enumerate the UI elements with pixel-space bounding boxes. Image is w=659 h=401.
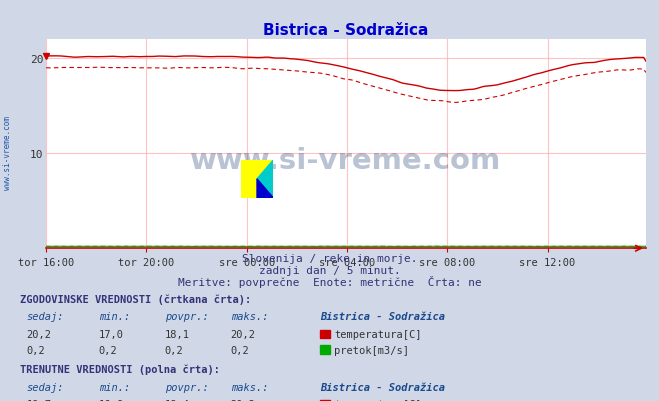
Text: 20,2: 20,2 bbox=[231, 329, 256, 339]
Text: 17,0: 17,0 bbox=[99, 329, 124, 339]
Text: Bistrica - Sodražica: Bistrica - Sodražica bbox=[320, 381, 445, 391]
Text: TRENUTNE VREDNOSTI (polna črta):: TRENUTNE VREDNOSTI (polna črta): bbox=[20, 363, 219, 374]
Polygon shape bbox=[257, 160, 273, 198]
Text: temperatura[C]: temperatura[C] bbox=[334, 399, 422, 401]
Text: Bistrica - Sodražica: Bistrica - Sodražica bbox=[320, 312, 445, 322]
Text: zadnji dan / 5 minut.: zadnji dan / 5 minut. bbox=[258, 265, 401, 275]
Text: sedaj:: sedaj: bbox=[26, 381, 64, 391]
Text: pretok[m3/s]: pretok[m3/s] bbox=[334, 345, 409, 355]
Text: www.si-vreme.com: www.si-vreme.com bbox=[3, 115, 13, 189]
Polygon shape bbox=[257, 180, 273, 198]
Bar bbox=[320, 400, 330, 401]
Text: povpr.:: povpr.: bbox=[165, 381, 208, 391]
Text: sedaj:: sedaj: bbox=[26, 312, 64, 322]
Text: www.si-vreme.com: www.si-vreme.com bbox=[190, 147, 501, 175]
Text: 18,1: 18,1 bbox=[165, 329, 190, 339]
Text: 0,2: 0,2 bbox=[26, 345, 45, 355]
Text: 16,6: 16,6 bbox=[99, 399, 124, 401]
Bar bbox=[320, 345, 330, 354]
Bar bbox=[320, 330, 330, 338]
Title: Bistrica - Sodražica: Bistrica - Sodražica bbox=[264, 22, 428, 38]
Text: Slovenija / reke in morje.: Slovenija / reke in morje. bbox=[242, 253, 417, 263]
Text: 0,2: 0,2 bbox=[231, 345, 249, 355]
Text: maks.:: maks.: bbox=[231, 312, 268, 322]
Text: 20,3: 20,3 bbox=[231, 399, 256, 401]
Text: maks.:: maks.: bbox=[231, 381, 268, 391]
Text: 19,7: 19,7 bbox=[26, 399, 51, 401]
Text: min.:: min.: bbox=[99, 381, 130, 391]
Polygon shape bbox=[241, 160, 273, 198]
Text: 18,4: 18,4 bbox=[165, 399, 190, 401]
Text: 0,2: 0,2 bbox=[99, 345, 117, 355]
Text: 20,2: 20,2 bbox=[26, 329, 51, 339]
Text: 0,2: 0,2 bbox=[165, 345, 183, 355]
Text: temperatura[C]: temperatura[C] bbox=[334, 329, 422, 339]
Text: ZGODOVINSKE VREDNOSTI (črtkana črta):: ZGODOVINSKE VREDNOSTI (črtkana črta): bbox=[20, 294, 251, 304]
Text: min.:: min.: bbox=[99, 312, 130, 322]
Text: povpr.:: povpr.: bbox=[165, 312, 208, 322]
Text: Meritve: povprečne  Enote: metrične  Črta: ne: Meritve: povprečne Enote: metrične Črta:… bbox=[178, 275, 481, 288]
